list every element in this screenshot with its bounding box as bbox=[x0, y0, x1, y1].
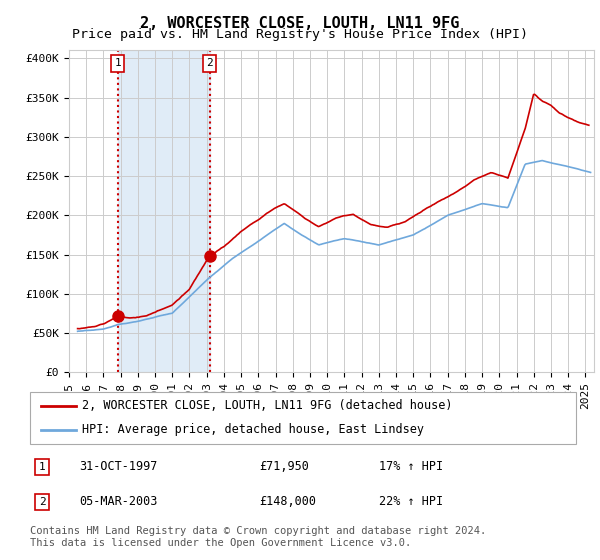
Text: 2, WORCESTER CLOSE, LOUTH, LN11 9FG: 2, WORCESTER CLOSE, LOUTH, LN11 9FG bbox=[140, 16, 460, 31]
Text: HPI: Average price, detached house, East Lindsey: HPI: Average price, detached house, East… bbox=[82, 423, 424, 436]
Text: 2: 2 bbox=[206, 58, 213, 68]
Text: 17% ↑ HPI: 17% ↑ HPI bbox=[379, 460, 443, 473]
Text: Price paid vs. HM Land Registry's House Price Index (HPI): Price paid vs. HM Land Registry's House … bbox=[72, 28, 528, 41]
Text: Contains HM Land Registry data © Crown copyright and database right 2024.
This d: Contains HM Land Registry data © Crown c… bbox=[30, 526, 486, 548]
Text: £71,950: £71,950 bbox=[259, 460, 309, 473]
Text: 05-MAR-2003: 05-MAR-2003 bbox=[79, 496, 158, 508]
Text: £148,000: £148,000 bbox=[259, 496, 316, 508]
Text: 22% ↑ HPI: 22% ↑ HPI bbox=[379, 496, 443, 508]
Bar bbox=[118, 50, 209, 372]
Text: 31-OCT-1997: 31-OCT-1997 bbox=[79, 460, 158, 473]
Text: 1: 1 bbox=[115, 58, 121, 68]
Text: 2, WORCESTER CLOSE, LOUTH, LN11 9FG (detached house): 2, WORCESTER CLOSE, LOUTH, LN11 9FG (det… bbox=[82, 399, 452, 412]
Text: 1: 1 bbox=[38, 462, 46, 472]
FancyBboxPatch shape bbox=[30, 392, 576, 444]
Text: 2: 2 bbox=[38, 497, 46, 507]
